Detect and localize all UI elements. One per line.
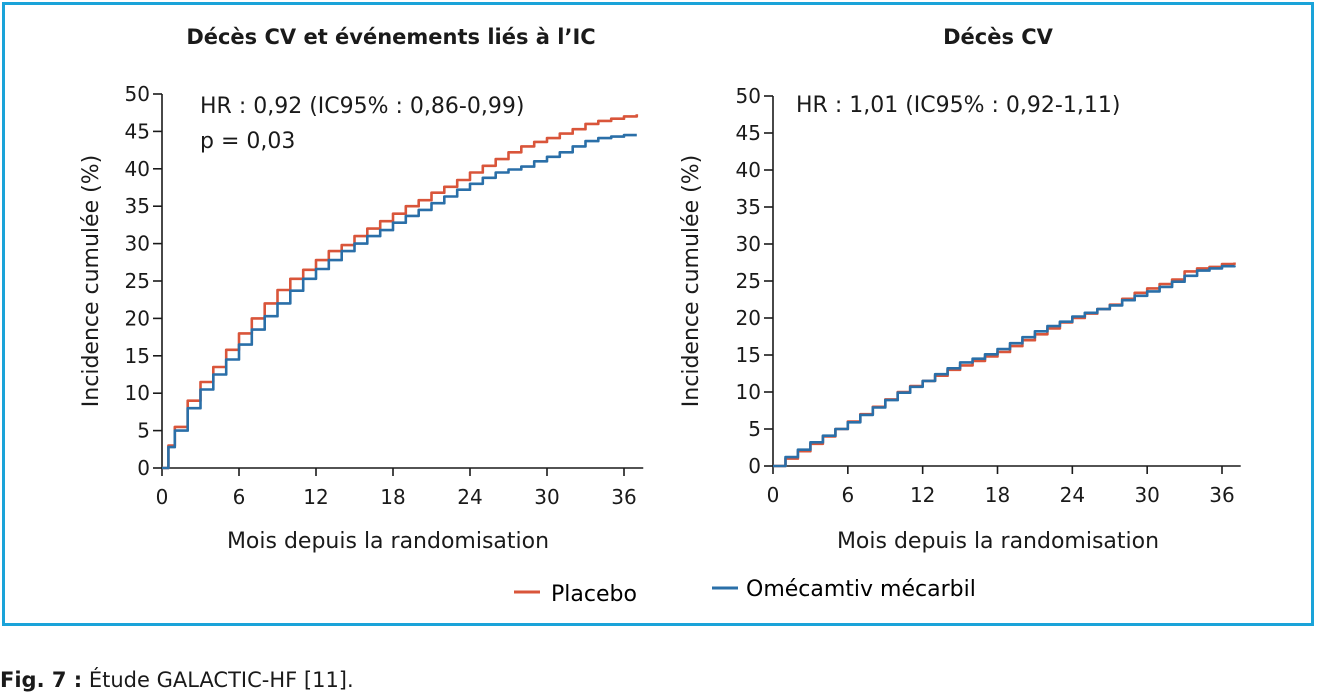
y-tick-label: 45 xyxy=(736,121,761,145)
y-tick-label: 35 xyxy=(736,195,761,219)
x-tick-label: 24 xyxy=(457,485,482,509)
y-tick-label: 25 xyxy=(736,269,761,293)
chart-title: Décès CV xyxy=(943,25,1054,49)
caption-text: Étude GALACTIC-HF [11]. xyxy=(82,668,354,692)
y-tick-label: 30 xyxy=(736,232,761,256)
y-tick-label: 30 xyxy=(125,232,150,256)
legend: Placebo Omécamtiv mécarbil xyxy=(514,577,976,607)
y-tick-label: 5 xyxy=(748,417,761,441)
y-tick-label: 20 xyxy=(125,306,150,330)
y-axis-label: Incidence cumulée (%) xyxy=(679,155,704,407)
x-tick-label: 0 xyxy=(156,485,169,509)
caption-label: Fig. 7 : xyxy=(0,668,83,692)
y-tick-label: 45 xyxy=(125,119,150,143)
x-tick-label: 6 xyxy=(841,483,854,507)
x-tick-label: 0 xyxy=(767,483,780,507)
hazard-ratio-annotation: HR : 0,92 (IC95% : 0,86-0,99) xyxy=(200,94,524,119)
legend-label-omecamtiv: Omécamtiv mécarbil xyxy=(746,577,976,602)
figure-caption: Fig. 7 : Étude GALACTIC-HF [11]. xyxy=(0,668,354,692)
x-tick-label: 12 xyxy=(303,485,328,509)
y-tick-label: 35 xyxy=(125,194,150,218)
x-tick-label: 6 xyxy=(233,485,246,509)
series-line-omecamtiv xyxy=(773,264,1236,468)
y-tick-label: 10 xyxy=(736,380,761,404)
x-tick-label: 36 xyxy=(611,485,636,509)
x-axis-label: Mois depuis la randomisation xyxy=(227,529,549,554)
p-value-annotation: p = 0,03 xyxy=(200,129,295,154)
x-tick-label: 30 xyxy=(534,485,559,509)
chart-cv-death-hf-events: Décès CV et événements liés à l’IC 0 5 10 15… xyxy=(79,25,644,554)
x-tick-label: 18 xyxy=(380,485,405,509)
series-line-placebo xyxy=(162,114,639,470)
x-tick-label: 24 xyxy=(1060,483,1085,507)
y-tick-label: 40 xyxy=(125,157,150,181)
x-tick-label: 36 xyxy=(1209,483,1234,507)
y-tick-label: 50 xyxy=(736,84,761,108)
x-axis-label: Mois depuis la randomisation xyxy=(837,529,1159,554)
series-line-placebo xyxy=(773,262,1236,468)
chart-cv-death: Décès CV 0 5 10 15 20 25 30 35 40 45 50 0 6 12 18 24 30 36… xyxy=(679,25,1241,554)
series-line-omecamtiv xyxy=(162,133,637,470)
y-tick-label: 50 xyxy=(125,82,150,106)
y-tick-label: 10 xyxy=(125,381,150,405)
y-tick-label: 15 xyxy=(125,344,150,368)
chart-title: Décès CV et événements liés à l’IC xyxy=(186,25,595,49)
y-axis-label: Incidence cumulée (%) xyxy=(79,155,104,407)
hazard-ratio-annotation: HR : 1,01 (IC95% : 0,92-1,11) xyxy=(796,93,1120,118)
x-tick-label: 30 xyxy=(1134,483,1159,507)
legend-label-placebo: Placebo xyxy=(551,582,637,607)
y-tick-label: 0 xyxy=(137,456,150,480)
y-tick-label: 0 xyxy=(748,454,761,478)
x-tick-label: 18 xyxy=(985,483,1010,507)
y-tick-label: 5 xyxy=(137,419,150,443)
figure-frame xyxy=(2,2,1314,626)
y-tick-label: 25 xyxy=(125,269,150,293)
y-tick-label: 40 xyxy=(736,158,761,182)
x-tick-label: 12 xyxy=(910,483,935,507)
y-tick-label: 20 xyxy=(736,306,761,330)
y-tick-label: 15 xyxy=(736,343,761,367)
